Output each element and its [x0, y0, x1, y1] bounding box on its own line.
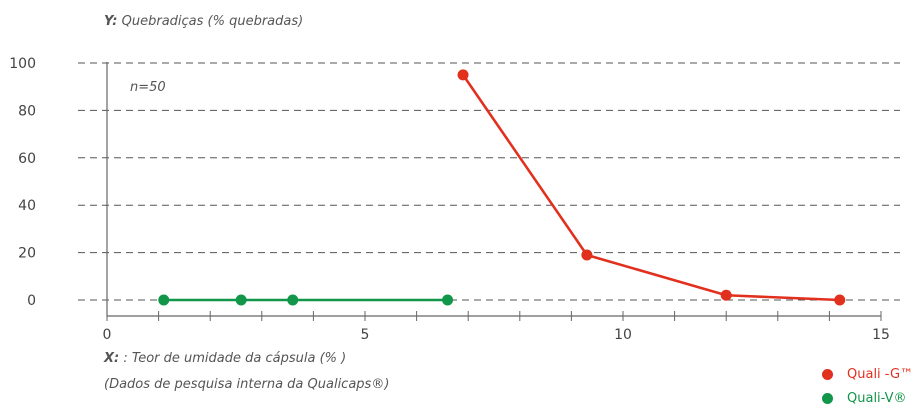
y-tick-label-0: 0 — [27, 293, 36, 309]
data-point-quali-v-1 — [158, 294, 170, 306]
y-tick-label-100: 100 — [9, 56, 36, 72]
legend-dot-quali-g — [822, 368, 833, 380]
data-point-quali-v-2 — [235, 294, 247, 306]
x-axis-note: (Dados de pesquisa interna da Qualicaps®… — [104, 377, 390, 392]
data-point-quali-g-4 — [834, 294, 846, 306]
legend-dot-quali-v — [822, 392, 833, 404]
y-tick-label-20: 20 — [18, 246, 36, 262]
legend-label-quali-v: Quali-V® — [847, 390, 907, 406]
legend-item-quali-g: Quali -G™ — [822, 362, 913, 386]
y-axis-title-text: Quebradiças (% quebradas) — [121, 14, 304, 29]
legend-label-quali-g: Quali -G™ — [847, 366, 914, 382]
x-axis-prefix: X: — [104, 351, 120, 366]
data-point-quali-v-4 — [442, 294, 454, 306]
y-tick-label-60: 60 — [18, 151, 36, 167]
y-axis-title: Y: Quebradiças (% quebradas) — [104, 14, 303, 29]
x-tick-label-10: 10 — [614, 327, 632, 343]
sample-size-annotation: n=50 — [130, 80, 166, 95]
x-tick-label-0: 0 — [103, 327, 112, 343]
y-tick-label-40: 40 — [18, 198, 36, 214]
legend-item-quali-v: Quali-V® — [822, 386, 913, 410]
y-tick-label-80: 80 — [18, 103, 36, 119]
data-point-quali-g-2 — [581, 249, 593, 261]
series-line-quali-g — [461, 74, 840, 302]
y-axis-prefix: Y: — [104, 14, 118, 29]
legend: Quali -G™ Quali-V® — [822, 362, 913, 410]
x-tick-label-5: 5 — [361, 327, 370, 343]
data-point-quali-v-3 — [287, 294, 299, 306]
data-point-quali-g-1 — [457, 69, 469, 81]
x-tick-label-15: 15 — [872, 327, 890, 343]
line-chart: 0 20 40 60 80 100 0 5 10 15 n=50 — [9, 56, 900, 343]
x-axis-title: X: : Teor de umidade da cápsula (% ) — [104, 351, 346, 366]
data-point-quali-g-3 — [720, 289, 732, 301]
x-axis-title-text: : Teor de umidade da cápsula (% ) — [123, 351, 347, 366]
